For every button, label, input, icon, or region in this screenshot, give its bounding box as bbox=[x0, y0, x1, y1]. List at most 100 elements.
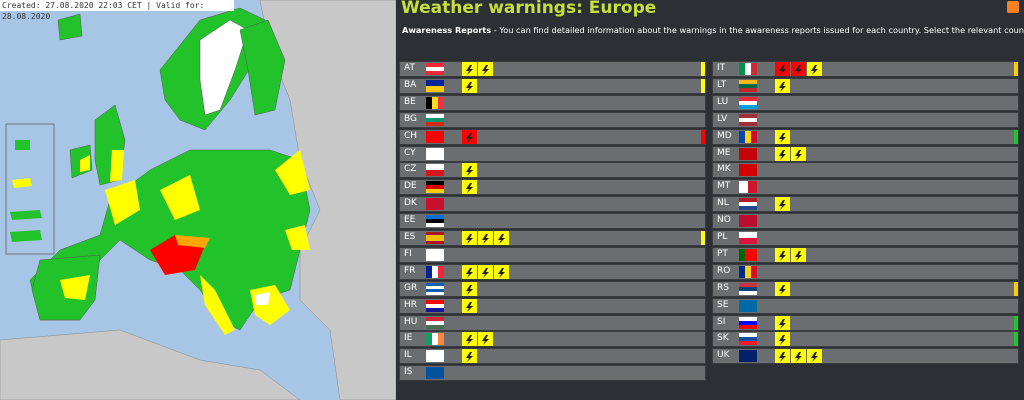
country-row[interactable]: PL bbox=[712, 230, 1019, 246]
country-row[interactable]: HR bbox=[399, 297, 706, 314]
country-row[interactable]: BA bbox=[399, 77, 706, 94]
warning-icon[interactable] bbox=[775, 146, 790, 161]
warning-icon[interactable] bbox=[494, 264, 509, 279]
country-row[interactable]: RS bbox=[712, 280, 1019, 297]
warning-icon[interactable] bbox=[462, 298, 477, 313]
warning-icon[interactable] bbox=[807, 62, 822, 76]
country-code: GR bbox=[404, 282, 418, 293]
country-row[interactable]: ME bbox=[712, 145, 1019, 162]
country-row[interactable]: SI bbox=[712, 314, 1019, 331]
country-row[interactable]: SE bbox=[712, 297, 1019, 314]
country-code: BG bbox=[404, 113, 417, 124]
country-row[interactable]: BE bbox=[399, 94, 706, 111]
country-row[interactable]: UK bbox=[712, 348, 1019, 365]
country-code: MT bbox=[717, 181, 731, 192]
country-row[interactable]: LU bbox=[712, 94, 1019, 111]
country-row[interactable]: AT bbox=[399, 61, 706, 77]
country-flag bbox=[739, 164, 757, 177]
warning-icon[interactable] bbox=[462, 62, 477, 76]
warning-icon[interactable] bbox=[775, 78, 790, 93]
warning-icon[interactable] bbox=[462, 231, 477, 245]
country-row[interactable]: CZ bbox=[399, 162, 706, 179]
country-code: LV bbox=[717, 113, 728, 124]
warning-icon[interactable] bbox=[462, 281, 477, 296]
warning-icon[interactable] bbox=[478, 332, 493, 347]
country-flag bbox=[426, 130, 444, 143]
country-row[interactable]: RO bbox=[712, 263, 1019, 280]
intro: Awareness Reports - You can find detaile… bbox=[402, 25, 1024, 35]
country-row[interactable]: IT bbox=[712, 61, 1019, 77]
country-row[interactable]: MT bbox=[712, 179, 1019, 196]
country-row[interactable]: GR bbox=[399, 280, 706, 297]
country-code: HU bbox=[404, 316, 418, 327]
warning-icon[interactable] bbox=[478, 264, 493, 279]
warning-icon[interactable] bbox=[478, 62, 493, 76]
country-flag bbox=[426, 147, 444, 160]
warning-icon[interactable] bbox=[791, 247, 806, 262]
country-flag bbox=[739, 130, 757, 143]
warning-icon[interactable] bbox=[775, 349, 790, 364]
warning-icon[interactable] bbox=[462, 349, 477, 364]
warning-icon[interactable] bbox=[775, 129, 790, 144]
level-bar bbox=[1014, 315, 1018, 330]
warning-icon[interactable] bbox=[462, 129, 477, 144]
warning-icon[interactable] bbox=[775, 332, 790, 347]
country-row[interactable]: FI bbox=[399, 246, 706, 263]
country-flag bbox=[739, 282, 757, 295]
warning-icon[interactable] bbox=[775, 247, 790, 262]
warning-icon[interactable] bbox=[462, 264, 477, 279]
warning-map[interactable] bbox=[0, 0, 396, 400]
country-code: ME bbox=[717, 147, 731, 158]
country-row[interactable]: SK bbox=[712, 331, 1019, 348]
country-row[interactable]: PT bbox=[712, 246, 1019, 263]
country-code: LT bbox=[717, 79, 727, 90]
country-row[interactable]: EE bbox=[399, 213, 706, 230]
warning-icon[interactable] bbox=[462, 163, 477, 178]
warnings-panel: Weather warnings: Europe Awareness Repor… bbox=[397, 0, 1024, 400]
country-row[interactable]: NO bbox=[712, 213, 1019, 230]
level-bar bbox=[701, 129, 705, 144]
country-row[interactable]: BG bbox=[399, 111, 706, 128]
country-row[interactable]: DE bbox=[399, 179, 706, 196]
country-row[interactable]: ES bbox=[399, 230, 706, 246]
country-row[interactable]: MD bbox=[712, 128, 1019, 145]
warning-icon[interactable] bbox=[791, 146, 806, 161]
warning-icon[interactable] bbox=[775, 197, 790, 212]
country-row[interactable]: DK bbox=[399, 196, 706, 213]
country-code: IL bbox=[404, 350, 412, 361]
warning-icon[interactable] bbox=[775, 281, 790, 296]
country-flag bbox=[739, 198, 757, 211]
country-flag bbox=[739, 215, 757, 228]
country-row[interactable]: IE bbox=[399, 331, 706, 348]
country-row[interactable]: CH bbox=[399, 128, 706, 145]
warning-icon[interactable] bbox=[462, 180, 477, 195]
country-flag bbox=[426, 198, 444, 211]
country-row[interactable]: FR bbox=[399, 263, 706, 280]
warning-icon[interactable] bbox=[462, 78, 477, 93]
country-row[interactable]: LV bbox=[712, 111, 1019, 128]
country-row[interactable]: IL bbox=[399, 348, 706, 365]
country-row[interactable]: HU bbox=[399, 314, 706, 331]
page-title: Weather warnings: Europe bbox=[401, 0, 657, 18]
country-row[interactable]: CY bbox=[399, 145, 706, 162]
warning-icon[interactable] bbox=[791, 349, 806, 364]
warning-icon[interactable] bbox=[462, 332, 477, 347]
warning-icon[interactable] bbox=[775, 315, 790, 330]
country-flag bbox=[426, 299, 444, 312]
country-code: IE bbox=[404, 333, 413, 344]
country-row[interactable]: NL bbox=[712, 196, 1019, 213]
country-row[interactable]: IS bbox=[399, 365, 706, 382]
warning-icon[interactable] bbox=[478, 231, 493, 245]
country-code: SE bbox=[717, 299, 729, 310]
warning-icon[interactable] bbox=[775, 62, 790, 76]
country-flag bbox=[426, 232, 444, 244]
rss-icon[interactable] bbox=[1007, 1, 1019, 13]
warning-icon[interactable] bbox=[494, 231, 509, 245]
country-row[interactable]: LT bbox=[712, 77, 1019, 94]
country-code: PT bbox=[717, 248, 728, 259]
country-flag bbox=[426, 248, 444, 261]
level-bar bbox=[1014, 62, 1018, 76]
country-row[interactable]: MK bbox=[712, 162, 1019, 179]
warning-icon[interactable] bbox=[807, 349, 822, 364]
warning-icon[interactable] bbox=[791, 62, 806, 76]
